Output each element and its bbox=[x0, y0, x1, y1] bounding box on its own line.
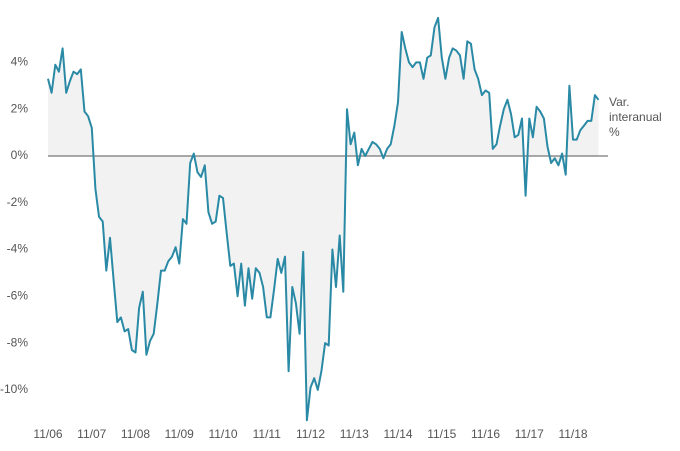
x-tick-label: 11/13 bbox=[340, 427, 369, 441]
x-tick-label: 11/15 bbox=[427, 427, 456, 441]
annotation: interanual bbox=[609, 110, 662, 124]
annotation: % bbox=[609, 125, 620, 139]
annotation: Var. bbox=[609, 95, 629, 109]
x-tick-label: 11/18 bbox=[558, 427, 587, 441]
area bbox=[48, 17, 599, 421]
y-tick-label: 0% bbox=[11, 148, 29, 162]
x-tick-label: 11/09 bbox=[165, 427, 194, 441]
y-tick-label: -2% bbox=[7, 195, 29, 209]
x-tick-label: 11/10 bbox=[208, 427, 237, 441]
x-tick-label: 11/14 bbox=[383, 427, 412, 441]
x-tick-label: 11/11 bbox=[253, 427, 282, 441]
x-tick-label: 11/06 bbox=[33, 427, 62, 441]
y-tick-label: 2% bbox=[11, 101, 29, 115]
line bbox=[47, 16, 600, 422]
y-tick-label: 4% bbox=[11, 55, 29, 69]
x-tick-label: 11/12 bbox=[296, 427, 325, 441]
x-tick-label: 11/08 bbox=[121, 427, 150, 441]
x-tick-label: 11/16 bbox=[471, 427, 500, 441]
y-tick-label: -6% bbox=[7, 289, 29, 303]
y-tick-label: -10% bbox=[0, 382, 28, 396]
x-tick-label: 11/07 bbox=[77, 427, 106, 441]
x-tick-label: 11/17 bbox=[515, 427, 544, 441]
y-tick-label: -8% bbox=[7, 335, 29, 349]
y-tick-label: -4% bbox=[7, 242, 29, 256]
